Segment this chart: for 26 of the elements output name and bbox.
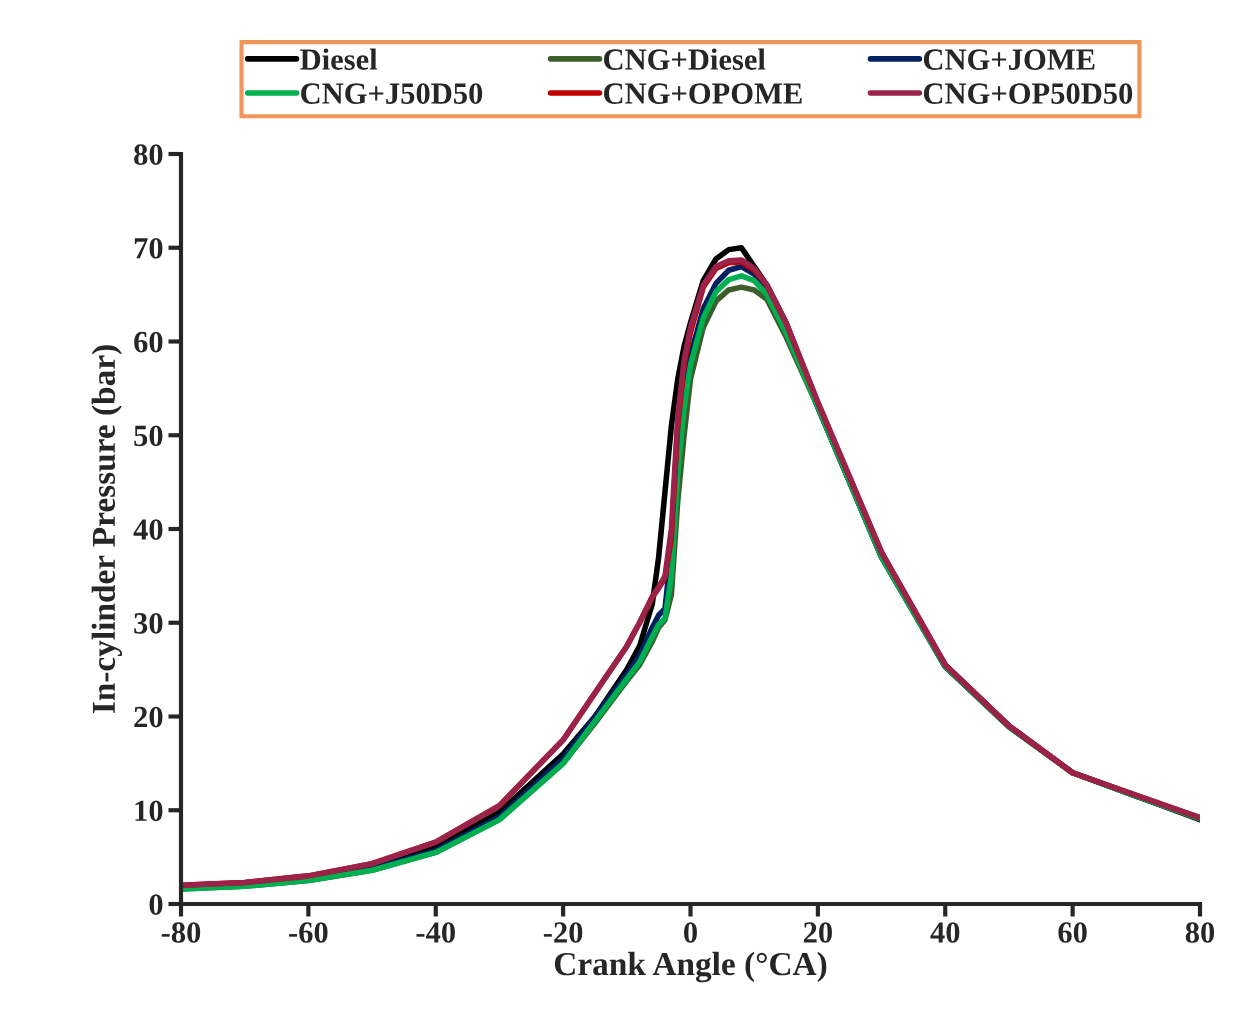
x-tick-label: -40 — [416, 922, 455, 943]
x-tick-label: 80 — [1185, 922, 1215, 943]
x-tick-label: 0 — [684, 922, 697, 943]
y-tick-label: 20 — [134, 706, 163, 728]
x-axis-title: Crank Angle (°CA) — [554, 951, 827, 983]
x-tick-label: 40 — [930, 922, 960, 943]
y-tick-label: 70 — [134, 238, 163, 259]
legend-label: Diesel — [300, 48, 378, 70]
legend-label: CNG+J50D50 — [301, 83, 483, 104]
y-tick-label: 80 — [134, 144, 163, 165]
y-tick-label: 30 — [134, 613, 163, 634]
legend-label: CNG+JOME — [923, 49, 1095, 70]
legend-label: CNG+Diesel — [604, 48, 766, 70]
y-axis-title: In-cylinder Pressure (bar) — [91, 345, 122, 714]
legend-label: CNG+OP50D50 — [923, 83, 1133, 104]
y-tick-label: 50 — [134, 425, 163, 447]
x-tick-label: -20 — [543, 922, 583, 943]
x-tick-label: 20 — [803, 922, 832, 943]
y-tick-label: 40 — [133, 519, 163, 540]
x-tick-label: -80 — [161, 922, 201, 943]
x-tick-label: 60 — [1058, 922, 1087, 943]
y-tick-label: 60 — [134, 331, 163, 353]
legend-label: CNG+OPOME — [604, 83, 802, 104]
y-tick-label: 10 — [135, 800, 163, 822]
x-tick-label: -60 — [289, 922, 328, 943]
y-tick-label: 0 — [149, 894, 163, 915]
